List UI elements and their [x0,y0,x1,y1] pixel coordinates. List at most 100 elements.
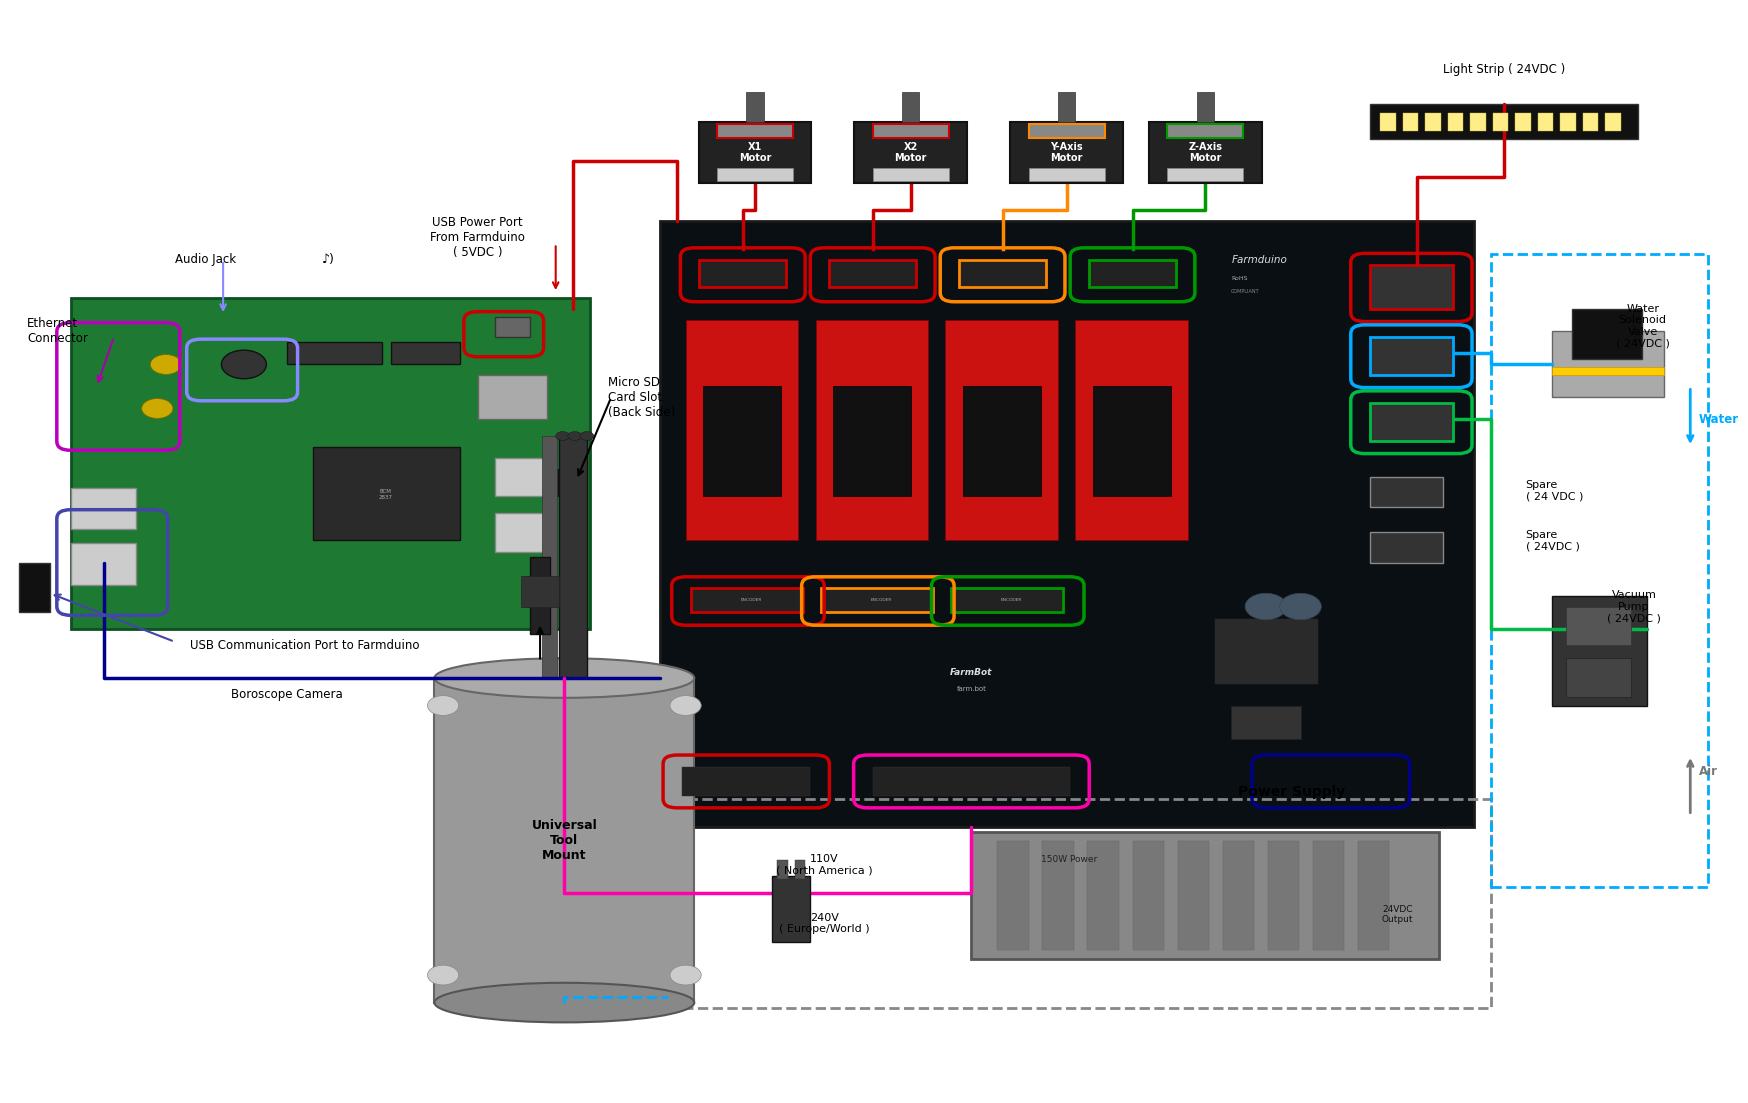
Text: ♪): ♪) [322,254,334,267]
Text: Water
Solenoid
Valve
( 24VDC ): Water Solenoid Valve ( 24VDC ) [1615,303,1669,349]
Bar [1058,92,1075,122]
Bar [795,859,806,879]
Bar [778,859,788,879]
Bar [1470,113,1486,131]
Text: X1
Motor: X1 Motor [739,142,771,163]
Text: Ethernet
Connector: Ethernet Connector [28,318,87,345]
Bar [1370,403,1453,441]
Text: Vacuum
Pump
( 24VDC ): Vacuum Pump ( 24VDC ) [1606,590,1661,623]
Bar [1148,122,1262,183]
Bar [1491,255,1708,887]
Bar [699,122,811,183]
Bar [1566,658,1631,697]
Bar [659,222,1474,826]
Bar [972,832,1439,959]
Bar [1197,92,1213,122]
Bar [495,318,530,336]
Bar [521,576,559,607]
Bar [829,260,916,288]
Bar [559,436,587,678]
Bar [542,436,558,678]
Circle shape [428,965,458,985]
Text: Micro SD
Card Slot
(Back Side): Micro SD Card Slot (Back Side) [608,376,675,419]
Bar [70,543,136,585]
Text: 24VDC
Output: 24VDC Output [1381,904,1412,924]
Bar [1573,310,1641,358]
Bar [998,840,1028,950]
Circle shape [556,431,570,440]
Circle shape [150,354,182,374]
Bar [435,678,694,1003]
Bar [1010,122,1122,183]
Bar [313,447,460,540]
Bar [960,260,1045,288]
Bar [1402,113,1418,131]
Bar [1370,476,1442,507]
Text: Boroscope Camera: Boroscope Camera [231,688,343,702]
Ellipse shape [435,983,694,1022]
Text: FarmBot: FarmBot [951,668,993,677]
Bar [1042,840,1073,950]
Text: RoHS: RoHS [1231,276,1248,281]
Bar [530,557,551,634]
Text: COMPLIANT: COMPLIANT [1231,289,1260,295]
Bar [1358,840,1390,950]
Bar [699,260,787,288]
Bar [872,768,1070,795]
Bar [556,469,587,496]
Bar [1087,840,1119,950]
Text: Water: Water [1699,413,1739,426]
Bar [1028,124,1105,138]
Bar [951,588,1063,612]
Bar [690,588,804,612]
Text: Universal
Tool
Mount: Universal Tool Mount [531,818,598,861]
Bar [746,92,764,122]
Text: 110V
( North America ): 110V ( North America ) [776,854,872,876]
Circle shape [669,696,701,716]
Bar [1605,113,1620,131]
Bar [822,588,933,612]
Bar [682,768,811,795]
Bar [703,386,781,496]
Bar [1089,260,1176,288]
Bar [717,124,794,138]
Circle shape [580,431,594,440]
Bar [1028,168,1105,181]
Text: USB Communication Port to Farmduino: USB Communication Port to Farmduino [191,639,420,652]
Bar [1370,336,1453,375]
Bar [1381,113,1397,131]
Bar [872,168,949,181]
Bar [1584,113,1598,131]
Bar [1222,840,1253,950]
Text: X2
Motor: X2 Motor [895,142,926,163]
Bar [855,122,967,183]
Circle shape [1245,593,1287,620]
Bar [1231,706,1301,739]
Bar [668,799,1491,1008]
Circle shape [142,398,173,418]
Bar [1313,840,1344,950]
Bar [1552,366,1664,375]
Bar [1516,113,1531,131]
Bar [1370,266,1453,310]
Text: ENCODER: ENCODER [1000,598,1023,602]
Bar [717,168,794,181]
Circle shape [568,431,582,440]
Text: Z-Axis
Motor: Z-Axis Motor [1189,142,1222,163]
Bar [1566,607,1631,645]
Bar [1092,386,1171,496]
Bar [1552,596,1647,706]
Bar [19,563,51,612]
Text: ENCODER: ENCODER [741,598,762,602]
Bar [773,876,811,942]
Circle shape [1280,593,1321,620]
Text: Light Strip ( 24VDC ): Light Strip ( 24VDC ) [1442,63,1564,76]
Ellipse shape [435,658,694,698]
Bar [902,92,919,122]
Text: farm.bot: farm.bot [956,686,986,692]
Text: USB Power Port
From Farmduino
( 5VDC ): USB Power Port From Farmduino ( 5VDC ) [430,216,524,259]
Text: ENCODER: ENCODER [871,598,891,602]
Bar [963,386,1040,496]
Bar [1447,113,1463,131]
Text: Y-Axis
Motor: Y-Axis Motor [1051,142,1084,163]
